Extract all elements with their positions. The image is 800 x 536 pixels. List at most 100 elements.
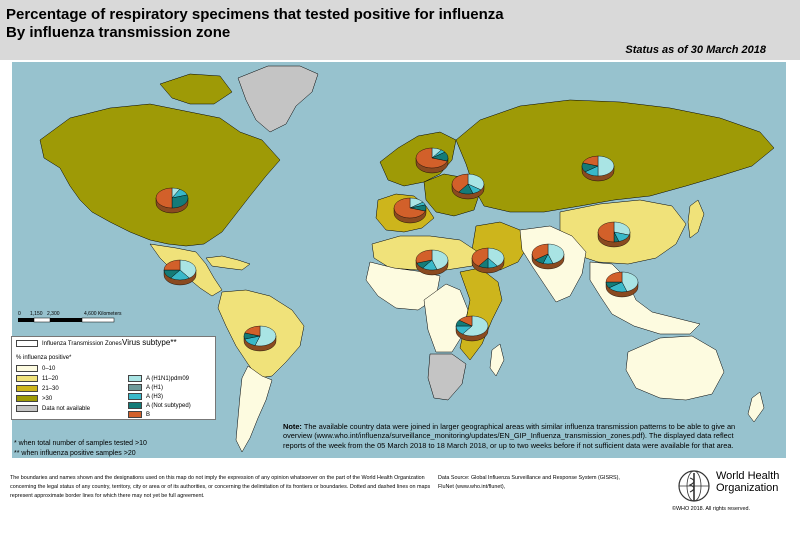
- legend-percent-item: 11–20: [16, 375, 58, 382]
- legend-subtype-swatch: [128, 411, 142, 418]
- legend-percent-label: Data not available: [42, 405, 91, 412]
- footer: The boundaries and names shown and the d…: [0, 462, 800, 536]
- pie-slice-b: [471, 247, 489, 267]
- legend-subtype-swatch: [128, 393, 142, 400]
- pie-chart: [581, 155, 615, 182]
- pie-slice-b: [415, 249, 433, 264]
- pie-slice-b: [163, 259, 181, 271]
- legend-subtype-title: Virus subtype**: [122, 338, 177, 347]
- pie-chart: [455, 315, 489, 342]
- pie-slice-h1n1pdm09: [254, 325, 277, 347]
- scale-bar: [18, 317, 115, 323]
- data-source-line2: FluNet (www.who.int/flunet),: [438, 484, 506, 490]
- legend-percent-label: 21–30: [42, 385, 59, 392]
- pie-chart-layer: [123, 147, 639, 372]
- legend-percent-swatch: [16, 365, 38, 372]
- legend-subtype-item: A (Not subtyped): [128, 402, 191, 409]
- legend-subtype-item: A (H3): [128, 393, 163, 400]
- legend-percent-item: Data not available: [16, 405, 90, 412]
- footnote-double-star: ** when influenza positive samples >20: [14, 450, 136, 457]
- data-note: Note: The available country data were jo…: [283, 422, 748, 450]
- legend-percent-item: 0–10: [16, 365, 55, 372]
- scale-label-2: 2,300: [47, 311, 60, 317]
- note-label: Note:: [283, 422, 302, 431]
- pie-slice-b: [244, 325, 261, 337]
- legend-subtype-item: B: [128, 411, 150, 418]
- pie-slice-b: [451, 173, 469, 193]
- status-date: Status as of 30 March 2018: [625, 44, 766, 56]
- zone-oceania: [625, 335, 725, 401]
- pie-chart: [605, 271, 639, 298]
- pie-chart: [243, 325, 277, 352]
- legend-percent-swatch: [16, 385, 38, 392]
- legend-percent-swatch: [16, 405, 38, 412]
- pie-chart: [155, 187, 189, 214]
- zone-southern-africa: [427, 353, 467, 401]
- pie-chart: [393, 197, 427, 224]
- data-source: Data Source: Global Influenza Surveillan…: [438, 474, 678, 492]
- zone-central-asia: [455, 99, 775, 213]
- zone-caribbean: [205, 255, 251, 271]
- pie-slice-b: [531, 243, 549, 261]
- scale-label-1: 1,150: [30, 311, 43, 317]
- map-title: Percentage of respiratory specimens that…: [6, 6, 504, 23]
- legend-subtype-label: A (Not subtyped): [146, 402, 191, 409]
- pie-slice-h1n1pdm09: [613, 221, 631, 236]
- legend-subtype-label: A (H1): [146, 384, 164, 391]
- who-name-line1: World Health: [716, 470, 780, 482]
- pie-slice-b: [155, 187, 173, 209]
- pie-chart: [163, 259, 197, 286]
- pie-chart: [451, 173, 485, 200]
- disclaimer-text: The boundaries and names shown and the d…: [10, 475, 431, 499]
- header-band: Percentage of respiratory specimens that…: [0, 0, 800, 60]
- legend-percent-label: >30: [42, 395, 53, 402]
- pie-chart: [415, 249, 449, 276]
- legend-zones-swatch: [16, 340, 38, 347]
- legend-percent-title: % influenza positive*: [16, 355, 72, 361]
- pie-slice-h1n1pdm09: [467, 173, 485, 191]
- legend-zones-label: Influenza Transmission Zones: [42, 340, 122, 347]
- zone-new-zealand: [747, 391, 765, 423]
- legend-subtype-swatch: [128, 375, 142, 382]
- pie-slice-b: [582, 155, 599, 167]
- pie-slice-h1n1pdm09: [431, 249, 449, 270]
- legend-subtype-item: A (H1): [128, 384, 163, 391]
- who-emblem-icon: [678, 470, 710, 502]
- note-text: The available country data were joined i…: [283, 422, 736, 450]
- pie-chart: [471, 247, 505, 274]
- zone-north-america: [39, 103, 281, 247]
- legend-percent-label: 0–10: [42, 365, 56, 372]
- legend-percent-item: 21–30: [16, 385, 59, 392]
- copyright-notice: ©WHO 2018. All rights reserved.: [672, 506, 750, 512]
- legend-percent-swatch: [16, 375, 38, 382]
- pie-slice-h1n1pdm09: [547, 243, 565, 264]
- zone-japan: [687, 199, 705, 239]
- map-subtitle: By influenza transmission zone: [6, 24, 231, 41]
- zone-temperate-south-america: [235, 365, 273, 453]
- legend-subtype-swatch: [128, 402, 142, 409]
- scale-label-3: 4,600 Kilometers: [84, 311, 122, 317]
- pie-slice-h1n1pdm09: [179, 259, 197, 279]
- legend-subtype-swatch: [128, 384, 142, 391]
- zone-greenland: [237, 65, 319, 133]
- zone-south-east-asia: [589, 261, 701, 335]
- pie-slice-b: [605, 271, 623, 283]
- pie-slice-h1n1pdm09: [462, 315, 489, 337]
- legend-zones-row: Influenza Transmission Zones: [16, 340, 122, 347]
- pie-slice-b: [597, 221, 615, 243]
- legend-subtype-label: B: [146, 411, 151, 418]
- pie-slice-b: [458, 315, 473, 327]
- data-source-line1: Data Source: Global Influenza Surveillan…: [438, 475, 620, 481]
- legend-percent-swatch: [16, 395, 38, 402]
- scale-label-0: 0: [18, 311, 21, 317]
- pie-slice-h1n1pdm09: [621, 271, 639, 292]
- zone-arctic-islands: [159, 73, 233, 105]
- legend-percent-label: 11–20: [42, 375, 59, 382]
- pie-slice-h1n1pdm09: [597, 155, 615, 177]
- legend-subtype-label: A (H1N1)pdm09: [146, 375, 190, 382]
- who-name-line2: Organization: [716, 482, 779, 494]
- legend-subtype-item: A (H1N1)pdm09: [128, 375, 189, 382]
- zone-madagascar: [489, 343, 505, 377]
- pie-chart: [531, 243, 565, 270]
